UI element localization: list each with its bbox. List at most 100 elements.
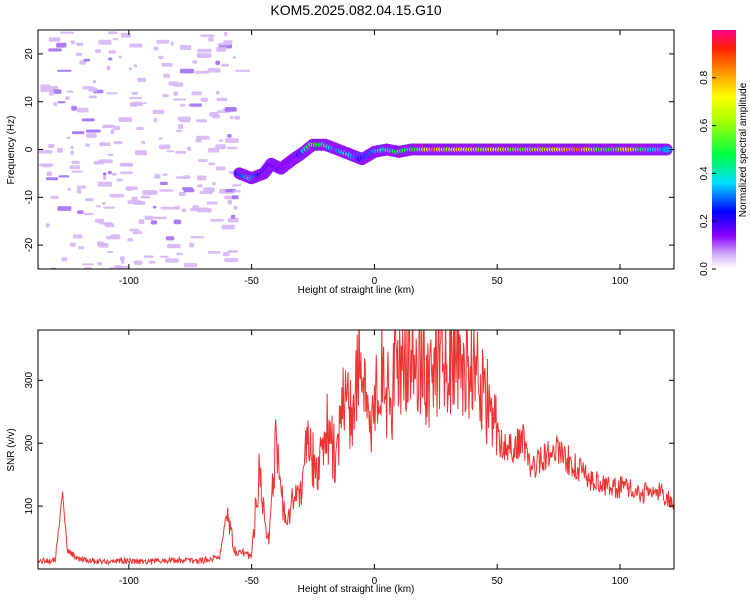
noise-cell: [141, 140, 146, 145]
noise-cell: [153, 46, 159, 51]
noise-cell: [107, 251, 114, 254]
noise-cell: [70, 145, 74, 150]
noise-cell: [176, 129, 183, 133]
noise-cell: [105, 223, 115, 228]
noise-cell: [65, 96, 70, 100]
noise-cell: [152, 216, 167, 220]
noise-cell: [231, 214, 236, 219]
noise-cell: [154, 174, 161, 179]
noise-cell: [194, 70, 209, 74]
noise-cell: [46, 171, 52, 177]
noise-cell: [227, 199, 233, 205]
noise-cell: [223, 40, 233, 45]
noise-cell: [150, 220, 158, 225]
x-tick-label: -100: [119, 276, 139, 287]
colorbar-tick-label: 0.4: [699, 166, 710, 180]
noise-cell: [198, 159, 208, 162]
noise-cell: [131, 101, 144, 106]
noise-cell: [206, 208, 212, 213]
noise-cell: [70, 150, 74, 156]
noise-cell: [120, 256, 125, 261]
noise-cell: [206, 188, 215, 191]
trace-cell: [661, 146, 672, 153]
noise-cell: [118, 55, 122, 59]
x-tick-label: -50: [244, 276, 259, 287]
noise-cell: [71, 105, 77, 111]
heatmap-cells: [38, 31, 673, 269]
noise-cell: [227, 217, 239, 223]
colorbar-gradient: [712, 30, 736, 269]
noise-cell: [165, 258, 179, 263]
y-tick-label: 300: [24, 372, 35, 389]
noise-cell: [58, 175, 70, 178]
noise-cell: [72, 234, 83, 239]
colorbar-label: Normalized spectral amplitude: [738, 82, 749, 217]
noise-cell: [235, 69, 250, 72]
snr-xlabel: Height of straight line (km): [298, 584, 415, 595]
noise-cell: [110, 234, 120, 237]
noise-cell: [53, 102, 58, 107]
noise-cell: [227, 250, 238, 253]
noise-cell: [218, 139, 224, 142]
noise-cell: [166, 150, 175, 153]
noise-cell: [57, 206, 72, 211]
noise-cell: [38, 150, 53, 154]
noise-cell: [173, 82, 184, 87]
noise-cell: [176, 252, 183, 256]
snr-frame: [37, 329, 675, 570]
noise-cell: [216, 97, 228, 102]
snr-series-line: [38, 330, 674, 566]
noise-cell: [182, 175, 191, 179]
noise-cell: [143, 255, 154, 258]
noise-cell: [109, 193, 125, 198]
noise-cell: [131, 91, 139, 95]
noise-cell: [159, 144, 171, 150]
noise-cell: [196, 53, 212, 58]
noise-cell: [83, 212, 94, 216]
noise-cell: [200, 34, 215, 37]
noise-cell: [136, 127, 144, 130]
noise-cell: [48, 48, 62, 52]
noise-cell: [133, 261, 140, 264]
y-tick-label: 10: [24, 96, 35, 108]
noise-cell: [45, 223, 50, 228]
noise-cell: [85, 198, 94, 202]
noise-cell: [102, 172, 107, 176]
noise-cell: [95, 218, 104, 223]
noise-cell: [152, 205, 157, 209]
noise-cell: [57, 147, 64, 153]
noise-cell: [224, 107, 237, 112]
noise-cell: [40, 87, 48, 93]
noise-cell: [78, 246, 85, 250]
noise-cell: [61, 257, 68, 262]
noise-cell: [57, 101, 66, 104]
noise-cell: [234, 115, 240, 120]
noise-cell: [66, 136, 71, 139]
noise-cell: [196, 119, 208, 123]
noise-cell: [107, 153, 114, 156]
noise-cell: [129, 228, 140, 232]
x-tick-label: -100: [119, 576, 139, 587]
noise-cell: [53, 89, 62, 94]
noise-cell: [216, 166, 226, 171]
noise-cell: [160, 206, 175, 210]
noise-cell: [125, 186, 138, 190]
noise-cell: [208, 37, 214, 42]
noise-cell: [98, 243, 109, 248]
noise-cell: [132, 201, 146, 205]
noise-cell: [106, 65, 111, 71]
noise-cell: [135, 150, 147, 156]
noise-cell: [108, 31, 118, 35]
noise-cell: [99, 142, 111, 146]
noise-cell: [129, 43, 143, 48]
noise-cell: [137, 77, 146, 83]
noise-cell: [153, 117, 158, 123]
noise-cell: [108, 50, 117, 54]
noise-cell: [97, 181, 113, 187]
noise-cell: [127, 238, 133, 242]
noise-cell: [192, 60, 198, 64]
noise-cell: [66, 90, 74, 93]
noise-cell: [145, 190, 158, 195]
y-tick-label: 0: [24, 146, 35, 152]
